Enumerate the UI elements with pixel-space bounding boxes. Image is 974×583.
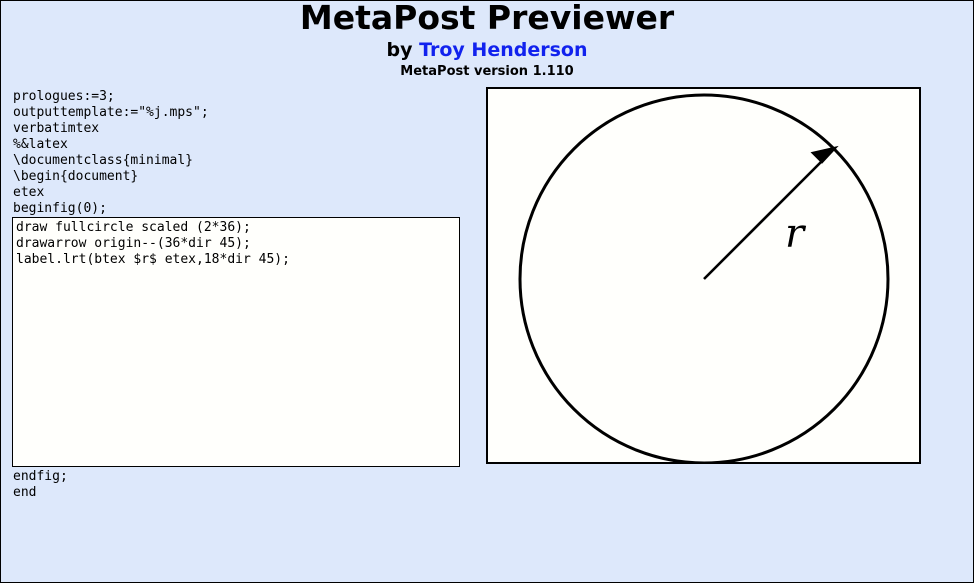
radius-arrow-head — [810, 145, 839, 164]
postamble-code: endfig; end — [13, 469, 68, 500]
radius-arrow-line — [703, 156, 827, 280]
figure-background — [488, 89, 919, 462]
figure-code-textarea[interactable] — [12, 217, 460, 467]
fullcircle-shape — [518, 93, 890, 462]
control-bar: Preview SVG PNG Addons Reset View Log Po… — [1, 521, 973, 582]
preamble-code: prologues:=3; outputtemplate:="%j.mps"; … — [13, 89, 209, 216]
page-header: MetaPost Previewer by Troy Henderson Met… — [1, 1, 973, 79]
byline: by Troy Henderson — [1, 35, 973, 60]
version-text: MetaPost version 1.110 — [400, 64, 574, 79]
radius-label-r: r — [785, 211, 807, 257]
figure-preview-panel[interactable]: r — [486, 87, 921, 464]
page-title: MetaPost Previewer — [299, 0, 675, 37]
byline-prefix: by — [386, 39, 420, 61]
author-link[interactable]: Troy Henderson — [419, 39, 588, 61]
metapost-figure: r — [488, 89, 919, 462]
